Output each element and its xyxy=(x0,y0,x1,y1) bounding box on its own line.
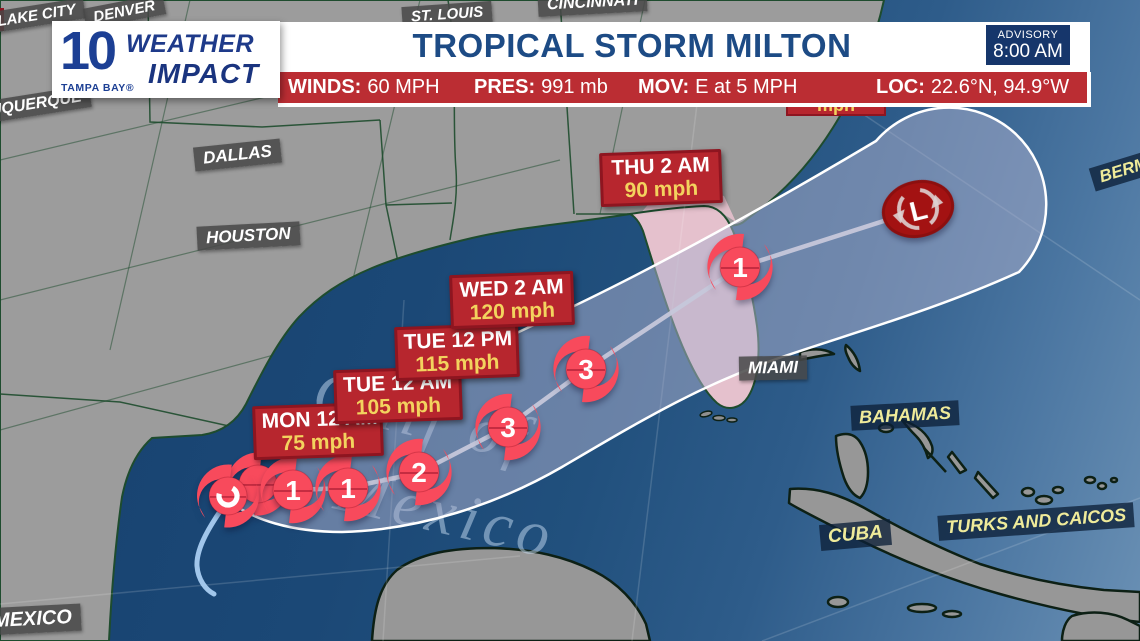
stat-movement: MOV: E at 5 MPH xyxy=(638,76,798,98)
forecast-label-wed-2am: WED 2 AM 120 mph xyxy=(449,270,575,330)
station-logo-weather: WEATHER xyxy=(126,30,255,58)
stat-location: LOC: 22.6°N, 94.9°W xyxy=(876,76,1070,98)
forecast-wind: 115 mph xyxy=(414,350,500,377)
station-logo-market: TAMPA BAY® xyxy=(61,82,135,94)
stat-winds: WINDS: 60 MPH xyxy=(288,76,440,98)
storm-stats-bar: WINDS: 60 MPH PRES: 991 mb MOV: E at 5 MPH … xyxy=(278,72,1091,107)
svg-text:1: 1 xyxy=(285,475,301,506)
storm-title: TROPICAL STORM MILTON xyxy=(412,27,852,64)
station-logo-number: 10 xyxy=(60,21,117,81)
track-symbol-cat1-a: 1 xyxy=(259,455,327,525)
header-title-band xyxy=(278,22,1090,72)
forecast-cone xyxy=(226,106,1048,534)
advisory-label: ADVISORY xyxy=(997,29,1059,41)
track-symbol-cat1-c: 1 xyxy=(706,232,774,302)
yucatan-peninsula xyxy=(370,546,652,641)
track-symbol-cat1-b: 1 xyxy=(314,453,382,523)
svg-text:3: 3 xyxy=(500,412,516,443)
advisory-time: 8:00 AM xyxy=(993,41,1063,62)
svg-text:1: 1 xyxy=(732,252,748,283)
track-symbol-cat2: 2 xyxy=(385,437,453,507)
forecast-wind: 105 mph xyxy=(355,393,442,420)
past-track-line xyxy=(194,497,231,597)
city-label-miami: MIAMI xyxy=(738,355,808,381)
forecast-label-thu-2am: THU 2 AM 90 mph xyxy=(599,148,723,208)
bahamas-islands xyxy=(798,343,1119,506)
track-symbol-cat3-b: 3 xyxy=(552,334,620,404)
station-logo: 10 TAMPA BAY® WEATHER IMPACT xyxy=(52,21,280,98)
track-symbol-cat3-a: 3 xyxy=(474,392,542,462)
city-label-mexico: MEXICO xyxy=(0,603,82,636)
stat-pressure: PRES: 991 mb xyxy=(474,76,608,98)
forecast-wind: 120 mph xyxy=(469,298,556,325)
station-logo-impact: IMPACT xyxy=(148,58,260,89)
svg-text:3: 3 xyxy=(578,354,594,385)
forecast-wind: 90 mph xyxy=(624,176,699,203)
forecast-wind: 75 mph xyxy=(281,429,356,456)
svg-text:1: 1 xyxy=(340,473,356,504)
post-tropical-low-marker: L xyxy=(881,179,955,239)
advisory-box: ADVISORY 8:00 AM xyxy=(986,25,1070,65)
florida-keys xyxy=(699,410,738,423)
svg-text:2: 2 xyxy=(411,457,427,488)
current-position-symbol xyxy=(196,463,260,529)
forecast-label-tue-12pm: TUE 12 PM 115 mph xyxy=(394,322,520,382)
